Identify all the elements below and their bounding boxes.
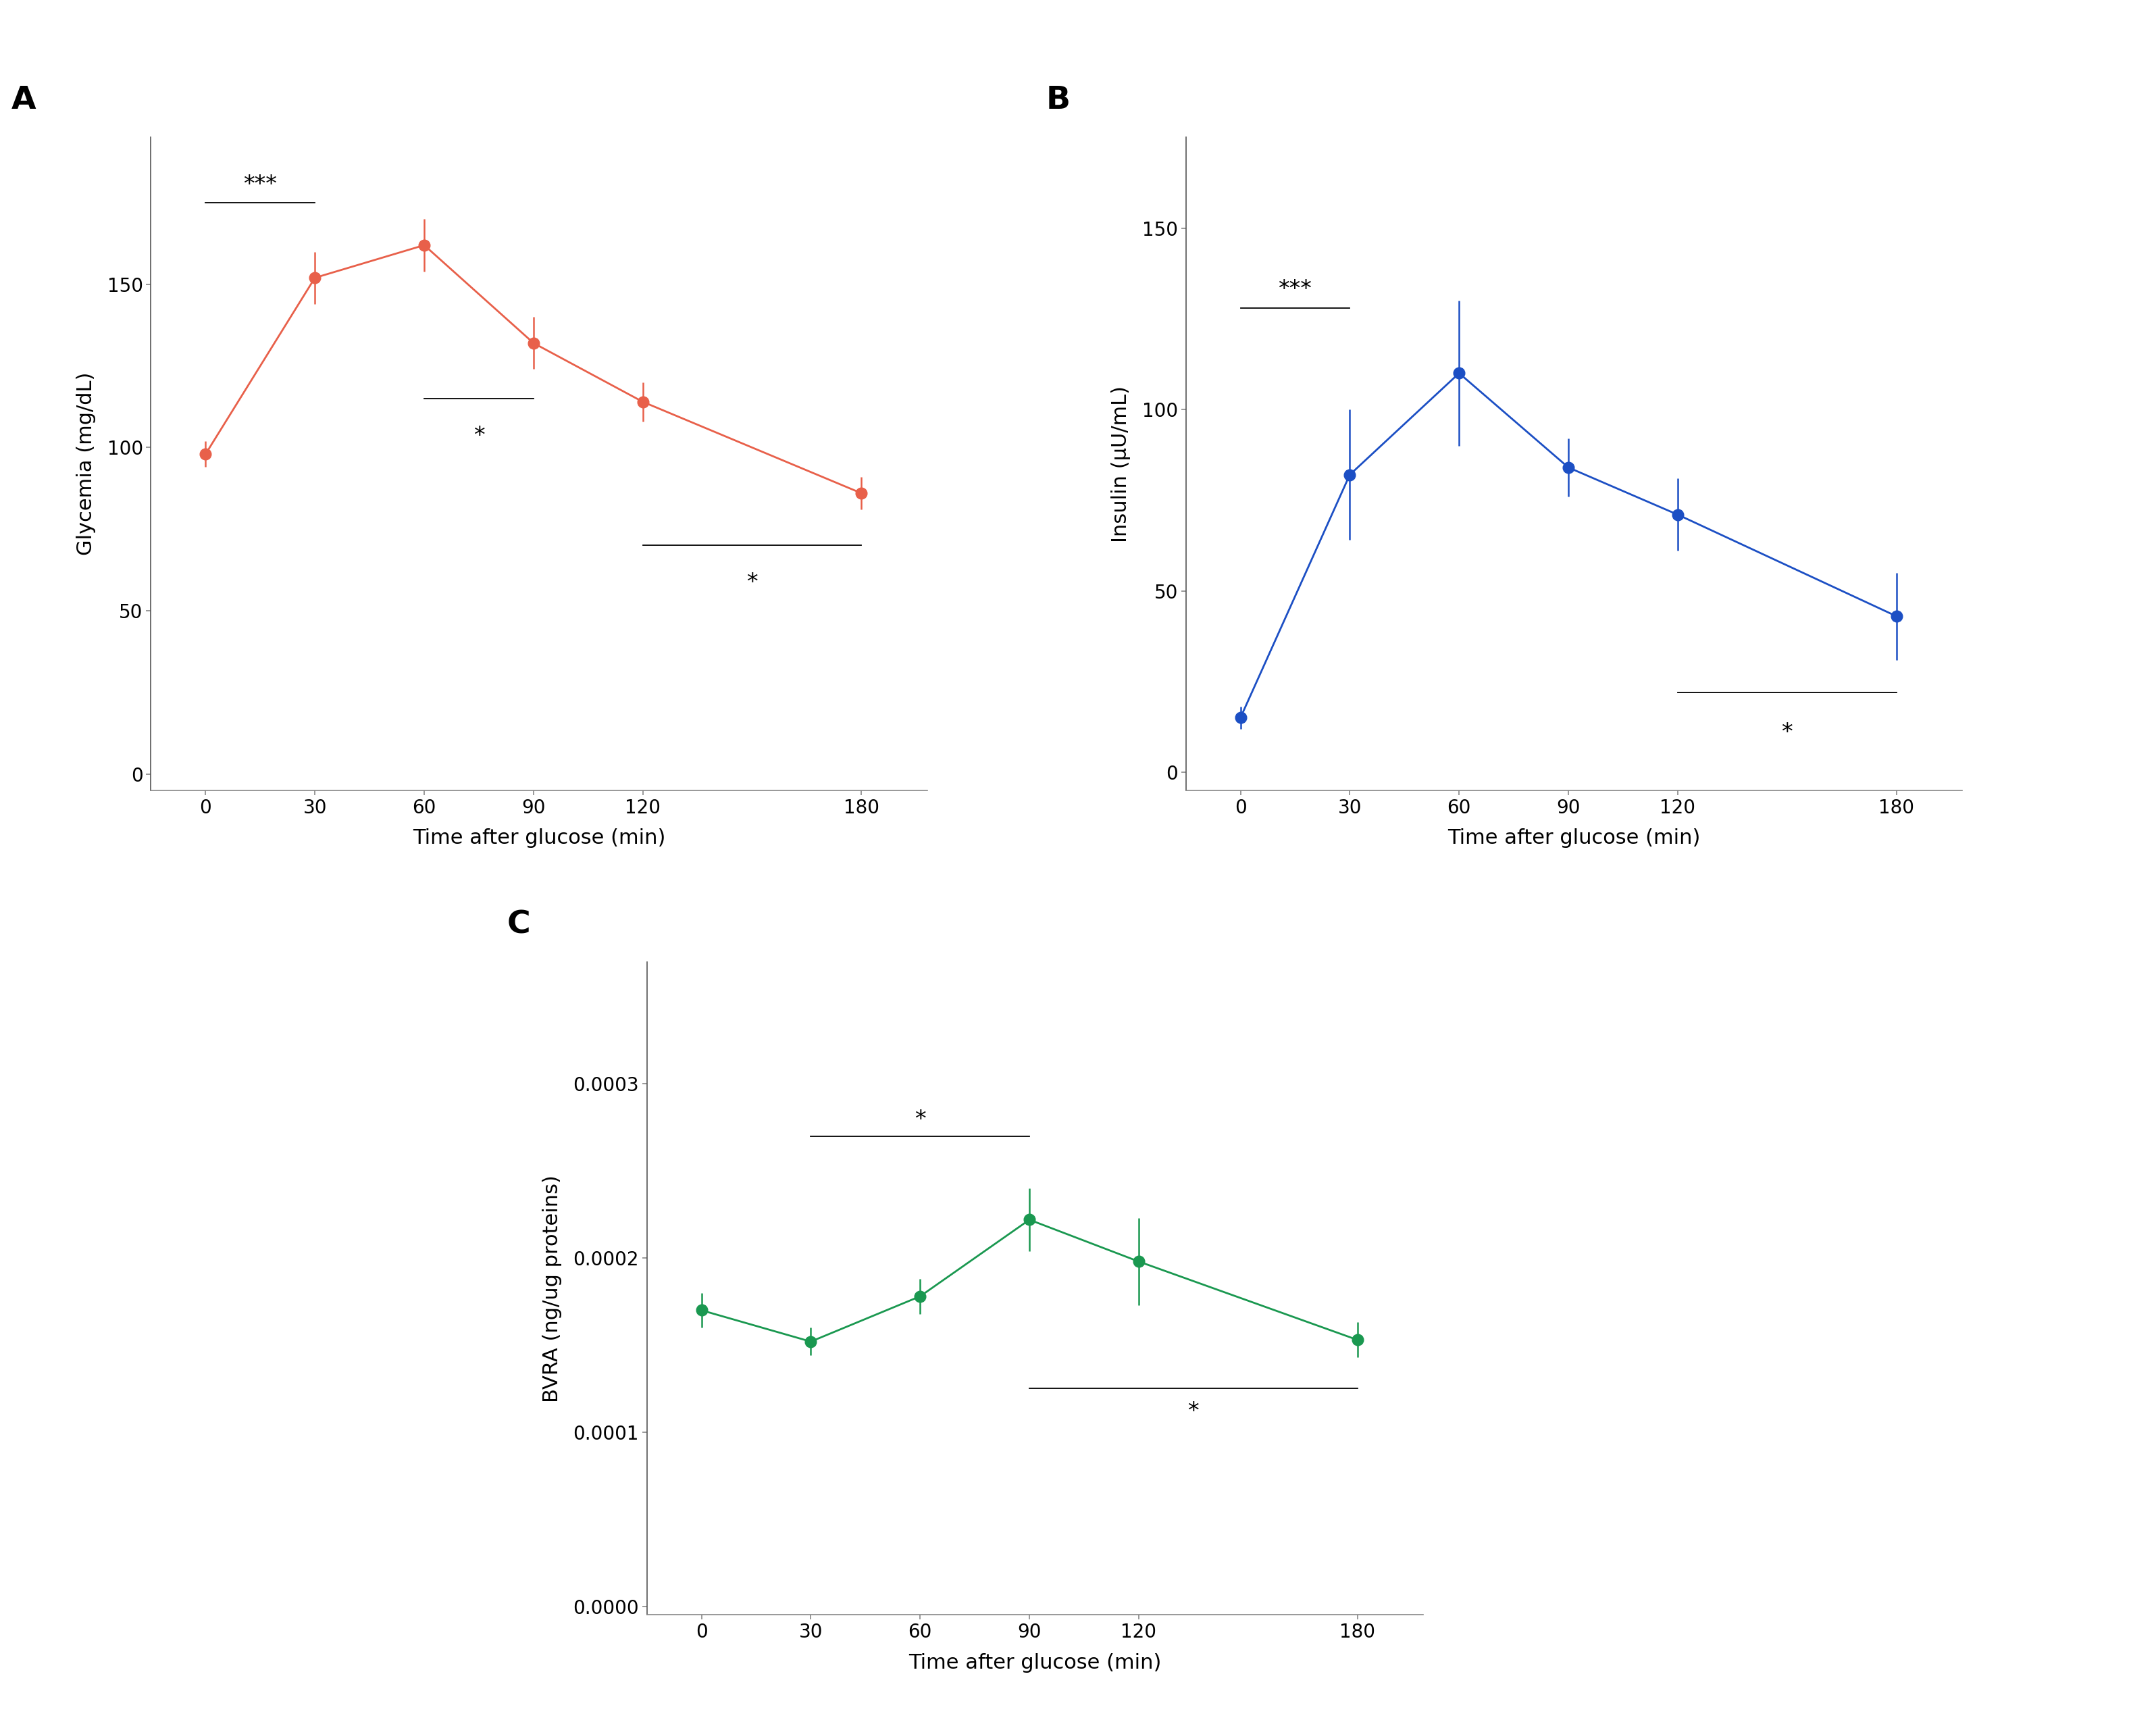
Text: A: A: [11, 86, 37, 115]
Text: *: *: [474, 424, 485, 447]
Text: *: *: [1781, 722, 1792, 744]
Y-axis label: BVRA (ng/ug proteins): BVRA (ng/ug proteins): [541, 1175, 561, 1402]
X-axis label: Time after glucose (min): Time after glucose (min): [1447, 828, 1701, 849]
Text: B: B: [1046, 86, 1072, 115]
Text: *: *: [746, 572, 757, 594]
Text: *: *: [1188, 1400, 1199, 1423]
Text: *: *: [914, 1108, 925, 1130]
Text: ***: ***: [1279, 278, 1313, 301]
X-axis label: Time after glucose (min): Time after glucose (min): [908, 1653, 1162, 1673]
Y-axis label: Insulin (μU/mL): Insulin (μU/mL): [1110, 385, 1130, 543]
Text: C: C: [507, 911, 530, 940]
X-axis label: Time after glucose (min): Time after glucose (min): [412, 828, 666, 849]
Y-axis label: Glycemia (mg/dL): Glycemia (mg/dL): [75, 373, 95, 555]
Text: ***: ***: [244, 174, 278, 196]
